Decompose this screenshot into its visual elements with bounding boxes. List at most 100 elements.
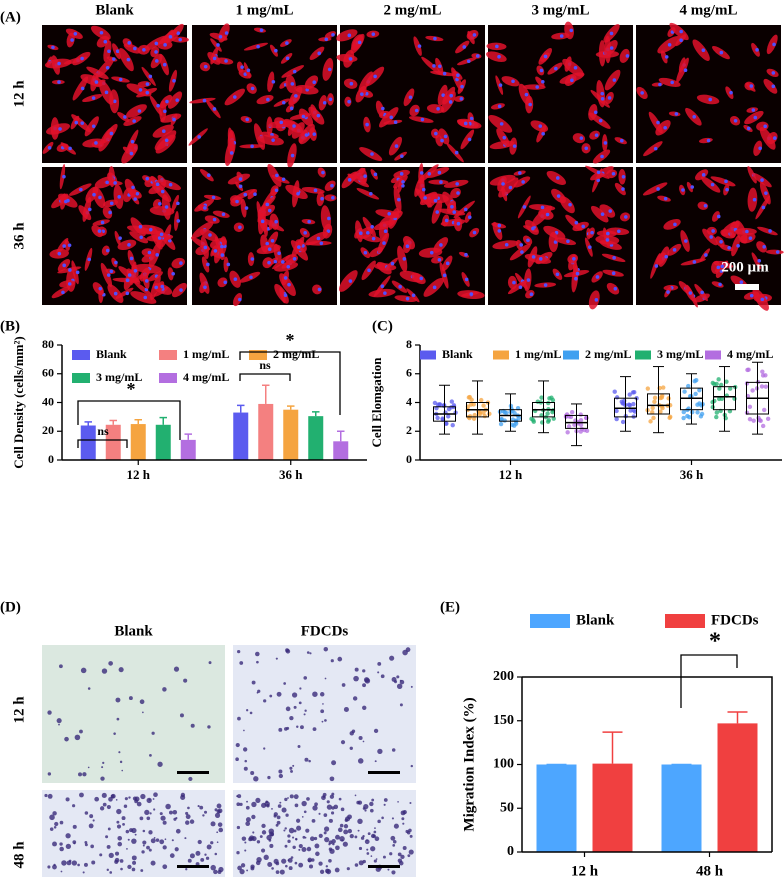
- cell: [247, 189, 257, 200]
- cell: [218, 866, 224, 873]
- point: [584, 415, 589, 421]
- cell: [710, 176, 736, 187]
- cell: [119, 760, 123, 764]
- cell: [349, 746, 353, 750]
- cell: [235, 742, 240, 748]
- nucleus: [98, 286, 103, 291]
- nucleus: [716, 265, 721, 270]
- cell: [101, 245, 110, 256]
- nucleus: [327, 216, 331, 221]
- cell: [275, 657, 278, 660]
- cell: [87, 766, 90, 769]
- point: [620, 419, 626, 425]
- cell: [150, 838, 156, 844]
- cell: [261, 823, 266, 829]
- cell: [298, 843, 303, 849]
- nucleus: [760, 178, 764, 182]
- nucleus: [172, 117, 176, 122]
- cell: [358, 846, 363, 851]
- nucleus: [603, 141, 608, 145]
- cell: [523, 225, 539, 232]
- cell: [362, 669, 366, 673]
- cell: [323, 826, 330, 832]
- nucleus: [176, 31, 181, 36]
- cell: [522, 84, 546, 90]
- point: [695, 402, 700, 407]
- nucleus: [68, 268, 72, 272]
- cell: [185, 868, 188, 871]
- point: [681, 415, 686, 421]
- cell: [251, 680, 256, 685]
- nucleus: [162, 62, 167, 67]
- cell: [351, 34, 364, 51]
- nucleus: [663, 196, 668, 201]
- cell: [369, 801, 374, 807]
- nucleus: [165, 99, 169, 104]
- x-tick-label: 48 h: [696, 863, 724, 879]
- cell: [174, 847, 179, 852]
- point: [578, 429, 583, 434]
- cell: [162, 687, 167, 692]
- legend-label: 3 mg/mL: [657, 347, 703, 361]
- nucleus: [449, 93, 454, 98]
- nucleus: [753, 115, 758, 120]
- cell: [187, 806, 190, 810]
- nucleus: [105, 180, 109, 185]
- nucleus: [522, 205, 527, 209]
- bar: [661, 764, 702, 852]
- point: [710, 404, 715, 410]
- nucleus: [365, 122, 369, 127]
- nucleus: [570, 78, 574, 83]
- nucleus: [98, 195, 102, 200]
- nucleus: [736, 243, 740, 248]
- cell: [308, 759, 311, 763]
- cell: [92, 282, 104, 296]
- cell: [409, 834, 413, 838]
- cell: [51, 286, 71, 299]
- cell: [375, 209, 400, 219]
- y-tick-label: 8: [406, 337, 412, 351]
- cell: [107, 827, 111, 831]
- nucleus: [118, 77, 123, 82]
- row-header: 48 h: [11, 841, 27, 869]
- cell: [686, 181, 693, 193]
- cell: [134, 799, 139, 804]
- nucleus: [419, 171, 424, 175]
- point: [504, 410, 509, 416]
- cell: [241, 836, 247, 841]
- nucleus: [531, 226, 535, 231]
- point: [651, 415, 656, 421]
- point: [692, 378, 697, 384]
- nucleus: [74, 120, 79, 125]
- cell: [374, 836, 380, 842]
- legend-swatch: [563, 350, 579, 360]
- nucleus: [115, 49, 120, 53]
- cell: [116, 820, 120, 824]
- nucleus: [545, 212, 550, 217]
- cell: [269, 694, 273, 698]
- nucleus: [584, 146, 589, 151]
- cell: [369, 808, 374, 813]
- cell: [619, 48, 630, 63]
- cell: [347, 814, 352, 820]
- nucleus: [745, 229, 749, 234]
- cell: [328, 847, 333, 851]
- cell: [246, 869, 249, 872]
- nucleus: [213, 249, 218, 253]
- point: [627, 392, 632, 397]
- nucleus: [218, 34, 223, 39]
- cell: [91, 225, 103, 238]
- cell: [757, 226, 778, 236]
- cell: [284, 827, 287, 830]
- cell: [364, 839, 370, 845]
- legend-swatch: [159, 373, 177, 383]
- nucleus: [256, 44, 260, 49]
- cell: [263, 747, 266, 750]
- point: [710, 380, 716, 386]
- panel-label: (E): [440, 599, 460, 615]
- nucleus: [271, 138, 275, 142]
- nucleus: [363, 174, 367, 178]
- nucleus: [112, 57, 116, 61]
- nucleus: [129, 151, 134, 156]
- cell: [197, 839, 202, 845]
